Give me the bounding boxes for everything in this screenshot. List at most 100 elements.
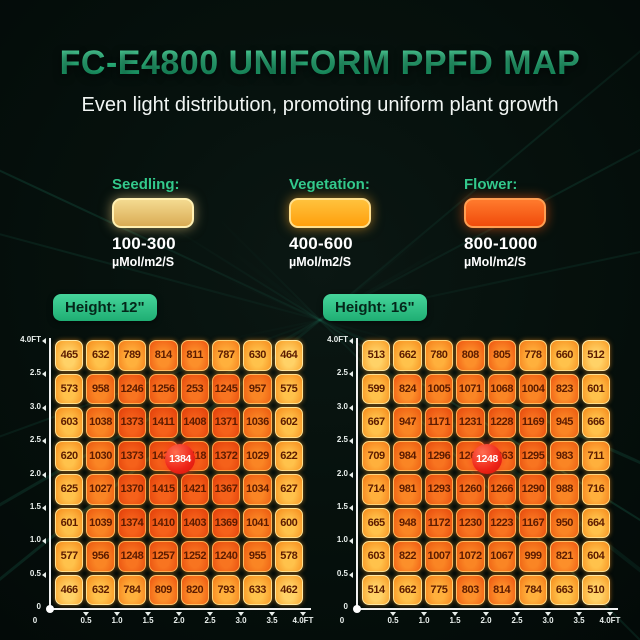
- y-axis-tick: [42, 338, 46, 344]
- legend-unit: µMol/m2/S: [112, 255, 175, 269]
- x-axis-tick: [421, 612, 427, 616]
- ppfd-cell: 983: [550, 440, 579, 471]
- ppfd-cell: 709: [362, 440, 391, 471]
- ppfd-cell: 577: [55, 541, 84, 572]
- y-axis-label: 3.0: [29, 401, 41, 411]
- ppfd-cell: 784: [518, 574, 548, 605]
- ppfd-cell: 1373: [117, 407, 147, 438]
- ppfd-cell: 1240: [211, 541, 241, 572]
- y-axis-label: 2.5: [336, 368, 348, 378]
- x-axis-tick: [483, 612, 489, 616]
- ppfd-cell: 1246: [117, 373, 147, 404]
- ppfd-cell: 662: [393, 340, 422, 371]
- y-axis-label: 2.5: [29, 368, 41, 378]
- ppfd-cell: 809: [149, 574, 178, 605]
- y-axis-label: 0.5: [29, 568, 41, 578]
- y-axis-label: 1.5: [29, 502, 41, 511]
- legend-unit: µMol/m2/S: [289, 255, 352, 269]
- y-axis-label: 1.0: [336, 535, 348, 545]
- ppfd-cell: 1370: [117, 474, 147, 505]
- ppfd-cell: 778: [518, 340, 548, 371]
- x-axis-label: 3.5: [573, 616, 585, 625]
- x-axis-label: 0: [32, 616, 38, 625]
- ppfd-cell: 602: [274, 407, 303, 438]
- peak-value-badge: 1248: [472, 444, 502, 474]
- ppfd-cell: 1072: [456, 541, 485, 572]
- y-axis-label: 3.0: [336, 401, 348, 411]
- y-axis-label: 0: [36, 602, 41, 612]
- ppfd-cell: 999: [518, 541, 548, 572]
- y-axis-tick: [349, 471, 353, 478]
- ppfd-cell: 466: [55, 574, 84, 605]
- ppfd-cell: 1415: [149, 474, 178, 505]
- ppfd-map-16in: Height: 16" 513 662 780 808 805 778 660 512 599 8…: [323, 292, 640, 640]
- x-axis-tick: [269, 612, 275, 616]
- ppfd-cell: 957: [243, 373, 272, 404]
- y-axis-label: 4.0FT: [327, 335, 348, 344]
- x-axis-label: 1.0: [111, 616, 123, 625]
- x-axis-tick: [238, 612, 244, 616]
- ppfd-cell: 603: [55, 407, 84, 438]
- ppfd-cell: 601: [55, 507, 84, 538]
- ppfd-cell: 1266: [487, 474, 516, 505]
- ppfd-cell: 599: [362, 373, 391, 404]
- ppfd-cell: 984: [393, 440, 422, 471]
- y-axis-label: 2.5: [336, 435, 348, 445]
- x-axis-tick: [452, 612, 458, 616]
- y-axis-label: 2.5: [29, 435, 41, 445]
- subtitle: Even light distribution, promoting unifo…: [81, 94, 559, 116]
- legend-label: Seedling:: [112, 176, 180, 193]
- ppfd-cell: 632: [86, 574, 115, 605]
- y-axis-label: 2.0: [29, 468, 41, 478]
- y-axis-tick: [349, 404, 353, 411]
- ppfd-cell: 603: [362, 541, 391, 572]
- x-axis-tick: [607, 612, 613, 616]
- ppfd-cell: 514: [362, 574, 391, 605]
- ppfd-cell: 711: [581, 440, 610, 471]
- y-axis-tick: [349, 505, 353, 511]
- legend-range: 100-300: [112, 234, 176, 253]
- x-axis-label: 0.5: [80, 616, 92, 625]
- ppfd-cell: 1260: [456, 474, 485, 505]
- x-axis-tick: [176, 612, 182, 616]
- ppfd-cell: 464: [274, 340, 303, 371]
- x-axis-tick: [514, 612, 520, 616]
- y-axis-tick: [349, 371, 353, 378]
- ppfd-cell: 665: [362, 507, 391, 538]
- ppfd-cell: 955: [243, 541, 272, 572]
- ppfd-cell: 1067: [487, 541, 516, 572]
- ppfd-cell: 1373: [117, 440, 147, 471]
- x-axis-label: 4.0FT: [599, 616, 621, 625]
- ppfd-cell: 956: [86, 541, 115, 572]
- ppfd-cell: 1223: [487, 507, 516, 538]
- y-axis-tick: [42, 571, 46, 578]
- ppfd-cell: 793: [211, 574, 241, 605]
- ppfd-cell: 513: [362, 340, 391, 371]
- height-badge: Height: 16": [323, 294, 427, 321]
- ppfd-cell: 633: [243, 574, 272, 605]
- x-axis-tick: [207, 612, 213, 616]
- ppfd-cell: 780: [424, 340, 454, 371]
- height-badge: Height: 12": [53, 294, 157, 321]
- x-axis-label: 3.0: [235, 616, 247, 625]
- ppfd-map-12in: Height: 12" 465 632 789 814 811 787 630 464 573 9…: [20, 292, 348, 640]
- ppfd-cell: 808: [456, 340, 485, 371]
- ppfd-cell: 958: [86, 373, 115, 404]
- ppfd-cell: 1257: [149, 541, 178, 572]
- ppfd-cell: 1005: [424, 373, 454, 404]
- y-axis-tick: [42, 404, 46, 411]
- x-axis-label: 0: [339, 616, 345, 625]
- x-axis-tick: [114, 612, 120, 616]
- ppfd-grid: 513 662 780 808 805 778 660 512 599 824 1005 1071 10…: [362, 340, 610, 605]
- ppfd-cell: 824: [393, 373, 422, 404]
- ppfd-cell: 1293: [424, 474, 454, 505]
- legend-label: Vegetation:: [289, 176, 370, 193]
- y-axis-tick: [349, 438, 353, 445]
- ppfd-cell: 784: [117, 574, 147, 605]
- flower-color-swatch: [464, 198, 546, 228]
- origin-dot: [46, 605, 54, 613]
- y-axis-label: 2.0: [336, 468, 348, 478]
- ppfd-cell: 1296: [424, 440, 454, 471]
- ppfd-cell: 945: [550, 407, 579, 438]
